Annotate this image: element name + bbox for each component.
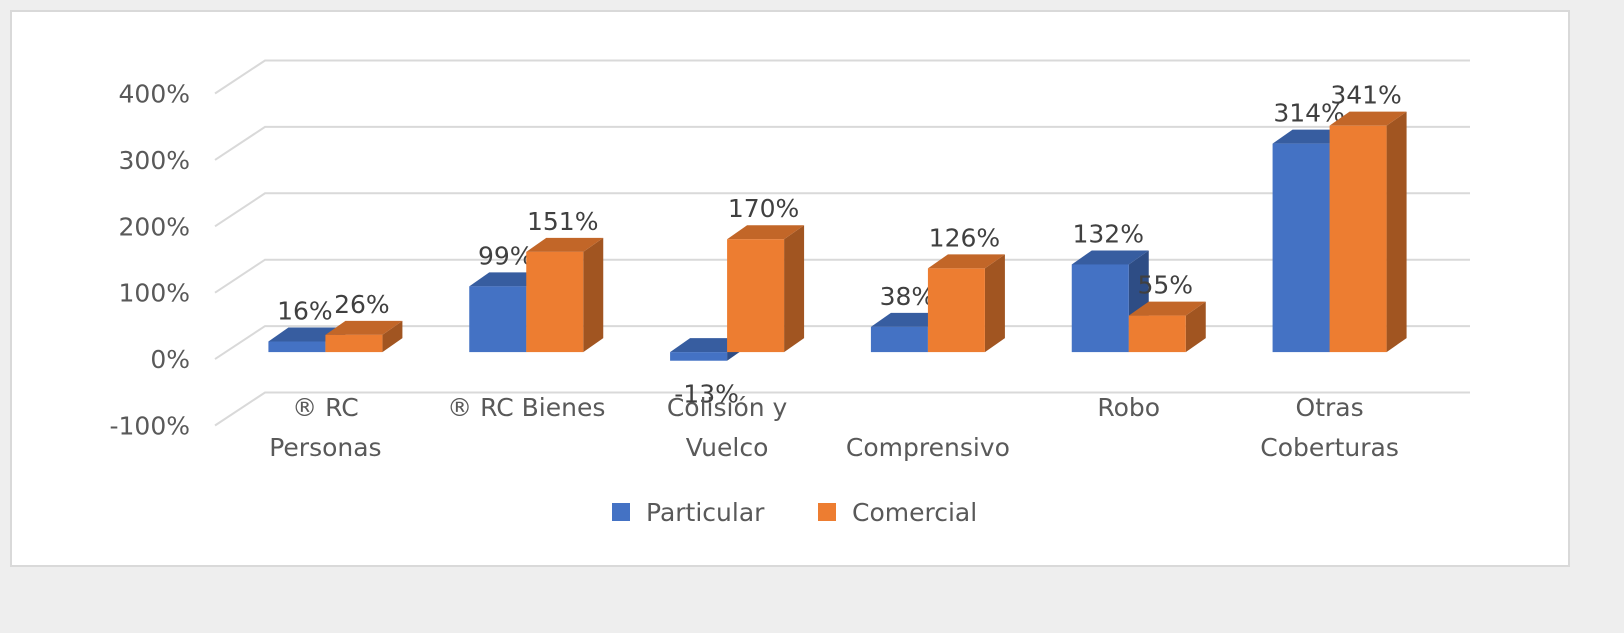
bar-top [927,254,1005,269]
y-tick-label: 300% [119,146,190,175]
bar [1329,111,1407,353]
data-label: 132% [1073,219,1144,248]
bar-side [1185,301,1206,353]
grid-line [214,192,1470,228]
data-label: 314% [1273,99,1344,128]
bar-top [1071,250,1149,265]
bar-front [268,341,326,353]
bar-side [784,225,805,353]
bar-top [526,237,604,252]
data-label: 38% [880,282,936,311]
x-tick-label: Colisión y Vuelco [666,393,788,462]
x-tick-label: Robo [1097,393,1161,422]
bar [526,237,604,353]
grid-line [214,125,1470,161]
y-tick-label: 400% [119,80,190,109]
bar [727,225,805,353]
bar-front [469,286,527,353]
data-label: 99% [478,241,534,270]
grid-line [214,59,1470,95]
bar-front [1071,264,1129,353]
bar-front [1329,125,1387,353]
bar-side [1386,111,1407,353]
data-label: 55% [1137,271,1193,300]
x-tick-label: ® RC Personas [269,393,382,462]
bar-side [583,237,604,353]
y-tick-label: 100% [119,279,190,308]
legend-swatch [818,503,836,521]
bar-top [727,225,805,240]
legend-label: Comercial [852,498,977,527]
bar [1128,301,1206,353]
data-label: -13% [674,380,739,409]
legend-label: Particular [646,498,765,527]
bar [325,320,403,353]
data-label: 26% [334,290,390,319]
bar-front [670,352,728,361]
x-tick-label: Otras Coberturas [1260,393,1399,462]
bar-front [526,251,584,353]
bar-top [325,320,403,335]
bar-front [870,326,928,353]
bar-front [1272,143,1330,353]
bar-front [1128,315,1186,353]
bar-front [727,239,785,353]
x-tick-label: ® RC Bienes [447,393,606,422]
data-label: 151% [527,207,598,236]
data-label: 341% [1330,81,1401,110]
y-tick-label: 0% [150,345,190,374]
bar-top [1128,301,1206,316]
data-label: 170% [728,194,799,223]
grid-line [214,258,1470,294]
bar-side [984,254,1005,353]
bar-front [927,268,985,353]
data-label: 16% [277,296,333,325]
grid-line [214,325,1470,360]
y-tick-label: -100% [110,412,191,441]
grid-line [214,391,1470,427]
x-tick-label: Comprensivo [845,433,1010,462]
bar-side [382,320,403,353]
y-tick-label: 200% [119,212,190,241]
bar-front [325,334,383,353]
legend-swatch [612,503,630,521]
data-label: 126% [929,223,1000,252]
bar [927,254,1005,353]
bar-top [1329,111,1407,126]
